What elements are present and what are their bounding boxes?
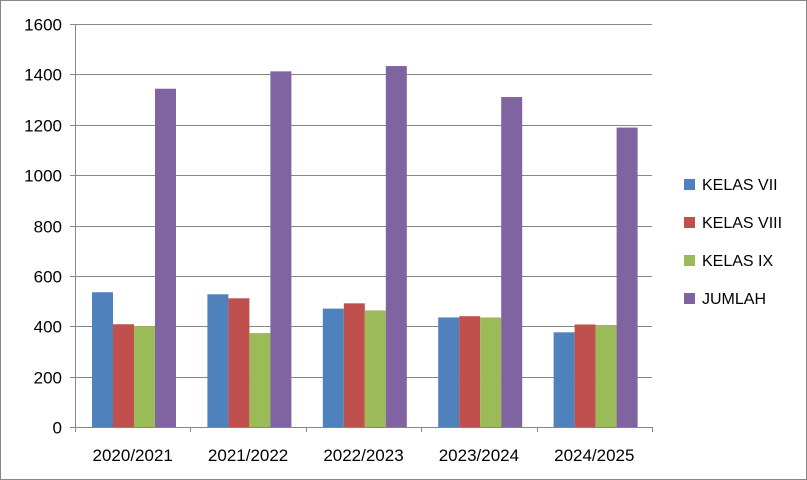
bar-kelas-vii-2022-2023 (322, 308, 344, 427)
x-tick-label-2022-2023: 2022/2023 (323, 446, 403, 465)
bar-kelas-ix-2020-2021 (134, 326, 155, 427)
y-tick-labels: 0 200 400 600 800 1000 1200 1400 1600 (24, 16, 62, 438)
bar-jumlah-2023-2024 (501, 97, 523, 427)
legend-swatch-jumlah (684, 293, 695, 304)
bar-jumlah-2024-2025 (616, 127, 638, 427)
y-tick-label-600: 600 (34, 268, 62, 287)
bar-kelas-viii-2020-2021 (113, 324, 134, 427)
y-tick-label-200: 200 (34, 369, 62, 388)
y-tick-label-400: 400 (34, 318, 62, 337)
axes (70, 24, 653, 432)
bar-kelas-ix-2021-2022 (249, 333, 271, 427)
y-tick-label-1600: 1600 (24, 16, 62, 35)
bar-kelas-vii-2021-2022 (207, 294, 229, 427)
legend-swatch-kelas-viii (684, 217, 695, 228)
bar-kelas-vii-2024-2025 (553, 332, 575, 427)
x-tick-label-2024-2025: 2024/2025 (554, 446, 634, 465)
bars (92, 66, 638, 428)
bar-kelas-ix-2024-2025 (595, 324, 617, 427)
legend: KELAS VII KELAS VIII KELAS IX JUMLAH (684, 177, 782, 308)
legend-swatch-kelas-ix (684, 255, 695, 266)
x-tick-label-2021-2022: 2021/2022 (208, 446, 288, 465)
x-tick-label-2023-2024: 2023/2024 (439, 446, 519, 465)
legend-swatch-kelas-vii (684, 179, 695, 190)
legend-label-kelas-ix: KELAS IX (702, 253, 773, 270)
bar-jumlah-2021-2022 (270, 71, 292, 427)
bar-kelas-vii-2020-2021 (92, 292, 113, 427)
y-tick-label-800: 800 (34, 218, 62, 237)
bar-jumlah-2022-2023 (385, 66, 407, 428)
y-tick-label-1400: 1400 (24, 66, 62, 85)
legend-label-jumlah: JUMLAH (702, 291, 766, 308)
bar-kelas-ix-2022-2023 (364, 310, 386, 427)
bar-kelas-viii-2023-2024 (459, 316, 481, 427)
x-tick-labels: 2020/2021 2021/2022 2022/2023 2023/2024 2024… (93, 446, 635, 465)
y-tick-label-1000: 1000 (24, 167, 62, 186)
bar-kelas-vii-2023-2024 (438, 317, 460, 427)
legend-label-kelas-viii: KELAS VIII (702, 215, 782, 232)
legend-label-kelas-vii: KELAS VII (702, 177, 778, 194)
bar-kelas-viii-2022-2023 (343, 303, 365, 427)
bar-kelas-ix-2023-2024 (480, 317, 502, 427)
y-tick-label-0: 0 (53, 419, 62, 438)
y-tick-label-1200: 1200 (24, 117, 62, 136)
bar-kelas-viii-2021-2022 (228, 298, 250, 427)
x-tick-label-2020-2021: 2020/2021 (93, 446, 173, 465)
bar-kelas-viii-2024-2025 (574, 324, 596, 427)
bar-jumlah-2020-2021 (155, 88, 176, 427)
